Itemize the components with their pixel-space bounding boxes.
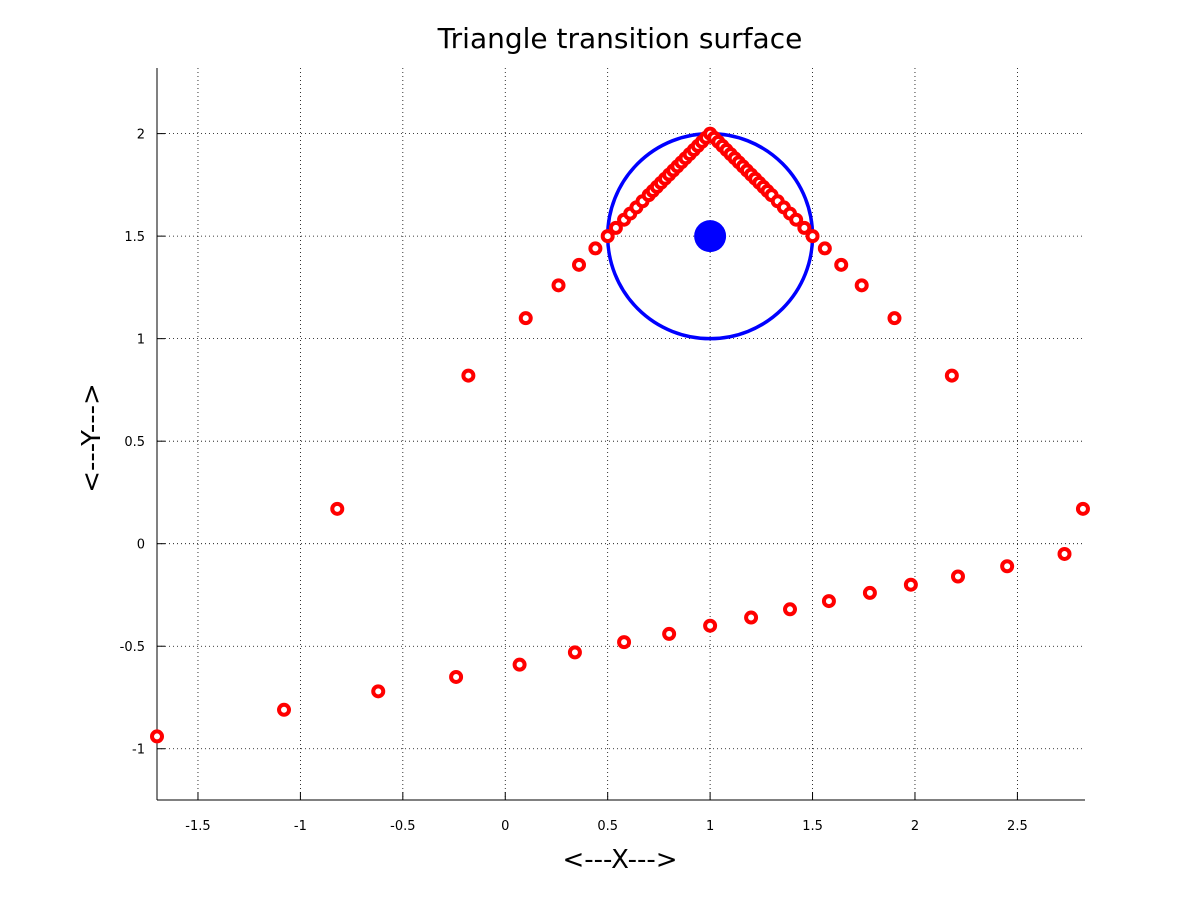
data-point	[805, 229, 820, 244]
y-axis-label: <---Y--->	[77, 383, 107, 493]
y-tick-label: 1	[137, 333, 145, 348]
x-tick-label: -1.5	[185, 819, 210, 834]
data-point	[588, 241, 603, 256]
data-point	[608, 220, 623, 235]
data-point	[461, 368, 476, 383]
x-tick-label: 1.5	[802, 819, 823, 834]
x-tick-label: 0	[501, 819, 509, 834]
grid	[157, 68, 1085, 800]
data-point	[600, 229, 615, 244]
chart-title: Triangle transition surface	[437, 22, 803, 55]
x-tick-label: 1	[706, 819, 714, 834]
data-point	[371, 684, 386, 699]
data-point	[944, 368, 959, 383]
data-point	[572, 257, 587, 272]
data-point	[703, 618, 718, 633]
y-tick-label: -1	[132, 743, 145, 758]
y-tick-label: -0.5	[120, 640, 145, 655]
x-tick-label: 0.5	[597, 819, 618, 834]
x-tick-label: -0.5	[390, 819, 415, 834]
data-point	[551, 278, 566, 293]
x-tick-label: 2.5	[1007, 819, 1028, 834]
tick-labels: -1.5 -1 -0.5 0 0.5 1 1.5 2 2.5 -1 -0.5 0 0.5 1 1.5 2	[120, 128, 1028, 834]
data-point	[518, 311, 533, 326]
center-point	[694, 220, 727, 253]
data-point	[567, 645, 582, 660]
y-tick-label: 1.5	[124, 230, 145, 245]
y-tick-label: 0.5	[124, 435, 145, 450]
data-point	[887, 311, 902, 326]
data-point	[821, 594, 836, 609]
data-point	[817, 241, 832, 256]
data-point	[662, 626, 677, 641]
y-tick-label: 2	[137, 128, 145, 143]
data-point	[783, 602, 798, 617]
x-axis-label: <---X--->	[562, 845, 677, 875]
data-point	[854, 278, 869, 293]
data-point	[797, 220, 812, 235]
data-point	[950, 569, 965, 584]
data-point	[1075, 501, 1090, 516]
x-tick-label: 2	[911, 819, 919, 834]
data-point	[1057, 546, 1072, 561]
axes	[156, 68, 1085, 801]
data-point	[512, 657, 527, 672]
data-point	[744, 610, 759, 625]
data-point	[330, 501, 345, 516]
data-point	[789, 212, 804, 227]
data-point	[150, 729, 164, 744]
data-point	[903, 577, 918, 592]
data-point	[862, 585, 877, 600]
data-point	[277, 702, 292, 717]
x-tick-label: -1	[294, 819, 307, 834]
data-points	[150, 126, 1090, 744]
y-tick-label: 0	[137, 538, 145, 553]
data-point	[1000, 559, 1015, 574]
data-point	[617, 635, 632, 650]
data-point	[834, 257, 849, 272]
data-point	[449, 669, 464, 684]
